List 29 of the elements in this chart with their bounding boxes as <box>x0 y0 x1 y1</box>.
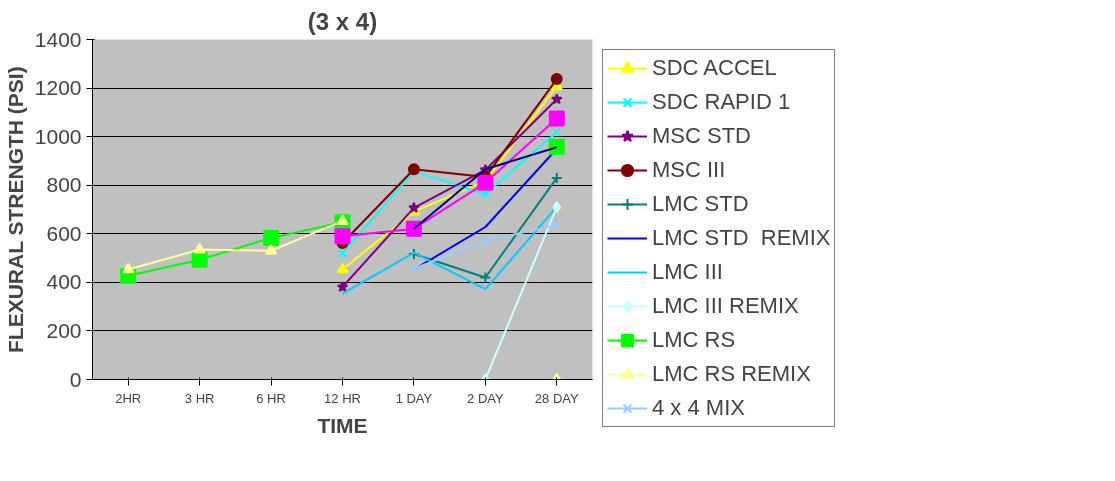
legend-label: LMC STD REMIX <box>652 224 831 252</box>
x-tick-label: 12 HR <box>324 390 361 406</box>
y-tick-label: 1000 <box>34 124 82 148</box>
x-tick-label: 1 DAY <box>395 390 433 406</box>
y-tick-label: 800 <box>46 173 82 197</box>
legend-label: 4 x 4 MIX <box>652 394 745 422</box>
x-axis-title: TIME <box>317 413 368 437</box>
chart-title: (3 x 4) <box>307 7 378 35</box>
legend-label: MSC STD <box>652 122 751 150</box>
legend-label: LMC RS REMIX <box>652 360 811 388</box>
y-tick-label: 200 <box>46 318 82 342</box>
y-tick-label: 1200 <box>34 76 82 100</box>
legend-label: SDC RAPID 1 <box>652 88 791 116</box>
x-tick-label: 3 HR <box>184 390 215 406</box>
y-tick-label: 400 <box>46 270 82 294</box>
x-tick-label: 6 HR <box>256 390 286 406</box>
x-tick-label: 2HR <box>115 390 142 406</box>
legend-label: SDC ACCEL <box>652 54 777 82</box>
x-tick-label: 2 DAY <box>467 390 504 406</box>
legend-label: LMC III <box>652 258 723 286</box>
y-axis-title: FLEXURAL STRENGTH (PSI) <box>3 66 27 353</box>
legend-label: LMC STD <box>652 190 749 218</box>
legend-label: MSC III <box>652 156 726 184</box>
y-tick-label: 600 <box>46 221 82 245</box>
legend-label: LMC RS <box>652 326 736 354</box>
y-tick-label: 0 <box>69 367 82 391</box>
y-tick-label: 1400 <box>34 27 82 51</box>
x-tick-label: 28 DAY <box>534 390 580 406</box>
legend-label: LMC III REMIX <box>652 292 799 320</box>
